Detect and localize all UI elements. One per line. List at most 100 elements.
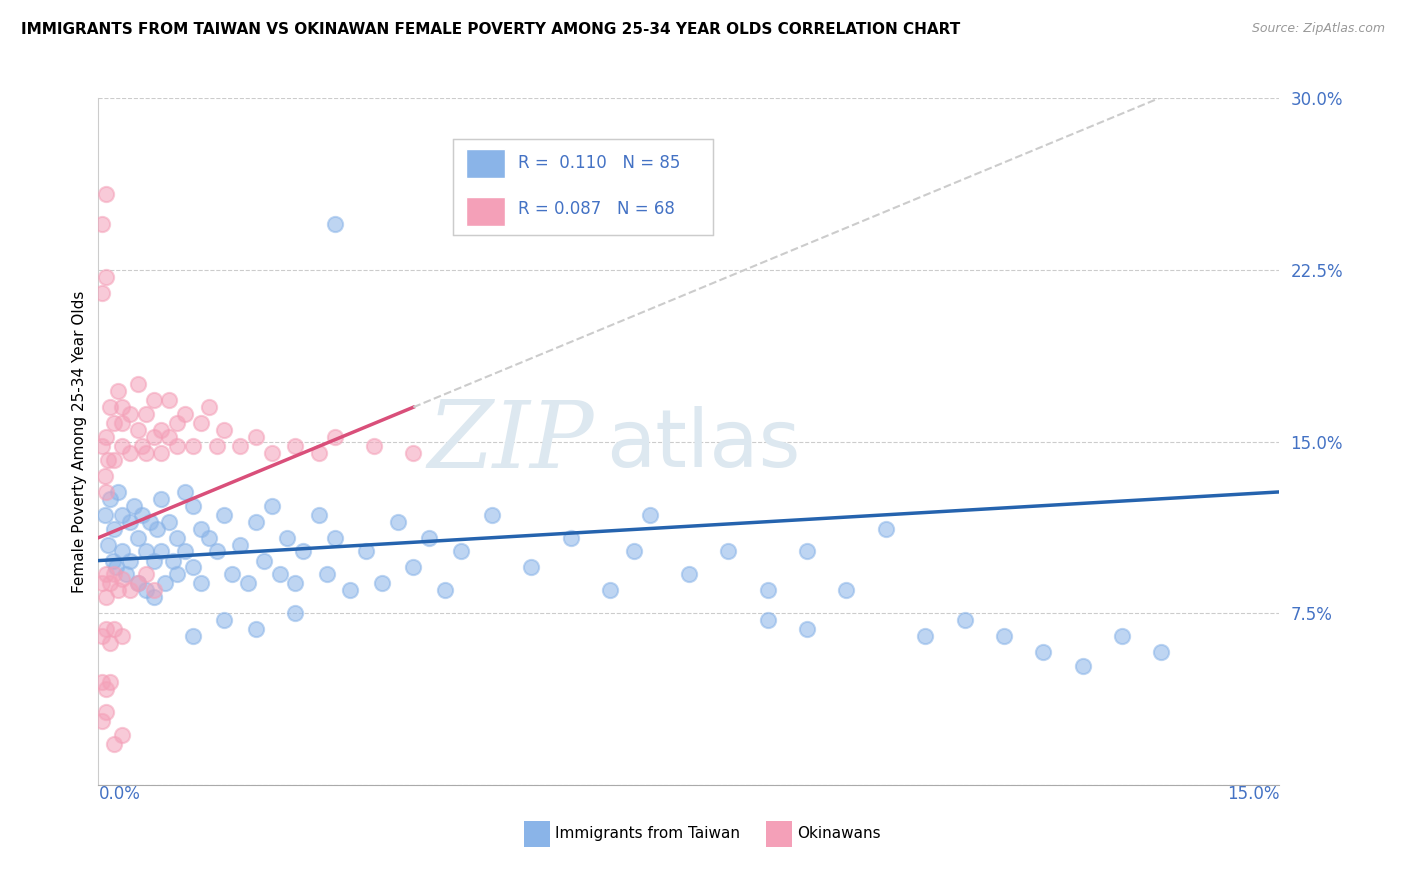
Text: atlas: atlas <box>606 406 800 484</box>
Point <box>181 499 204 513</box>
Point <box>96 430 118 444</box>
Point <box>245 622 267 636</box>
Point <box>104 560 127 574</box>
Point <box>1032 645 1054 659</box>
Point <box>181 560 204 574</box>
Point <box>107 583 129 598</box>
Point <box>107 484 129 499</box>
Point <box>97 453 120 467</box>
Point <box>97 537 120 551</box>
Text: 15.0%: 15.0% <box>1227 785 1279 803</box>
Point <box>875 522 897 536</box>
Point <box>402 560 425 574</box>
Point <box>111 400 134 414</box>
Point <box>103 522 125 536</box>
Point <box>323 430 346 444</box>
Point <box>101 553 124 567</box>
Point <box>308 446 330 460</box>
Point <box>135 583 157 598</box>
Point <box>157 430 180 444</box>
Point <box>96 622 118 636</box>
Point <box>93 508 115 522</box>
Point <box>284 576 307 591</box>
Point <box>91 217 114 231</box>
Point <box>205 544 228 558</box>
Point <box>91 576 114 591</box>
Point <box>142 583 165 598</box>
Point <box>142 591 165 605</box>
Point <box>638 508 661 522</box>
Point <box>118 553 141 567</box>
Point <box>166 567 188 582</box>
Point <box>142 430 165 444</box>
Point <box>205 439 228 453</box>
Point <box>118 583 141 598</box>
Point <box>131 508 153 522</box>
Point <box>127 576 149 591</box>
Text: ZIP: ZIP <box>427 397 595 486</box>
Point <box>166 531 188 545</box>
Point <box>181 439 204 453</box>
Point <box>150 446 173 460</box>
Text: IMMIGRANTS FROM TAIWAN VS OKINAWAN FEMALE POVERTY AMONG 25-34 YEAR OLDS CORRELAT: IMMIGRANTS FROM TAIWAN VS OKINAWAN FEMAL… <box>21 22 960 37</box>
Point <box>135 544 157 558</box>
Point <box>91 675 114 690</box>
Point <box>181 629 204 643</box>
Point <box>236 576 259 591</box>
Bar <box>523 821 550 847</box>
Point <box>450 544 472 558</box>
Point <box>221 567 243 582</box>
Point <box>96 484 118 499</box>
Point <box>796 544 818 558</box>
Point <box>96 681 118 696</box>
Point <box>103 567 125 582</box>
Point <box>96 705 118 719</box>
Point <box>96 269 118 284</box>
Point <box>260 446 283 460</box>
Point <box>756 583 779 598</box>
Point <box>214 508 236 522</box>
Point <box>174 407 197 421</box>
Point <box>111 439 134 453</box>
Y-axis label: Female Poverty Among 25-34 Year Olds: Female Poverty Among 25-34 Year Olds <box>72 291 87 592</box>
Point <box>135 446 157 460</box>
Point <box>118 407 141 421</box>
Point <box>162 553 184 567</box>
Point <box>150 491 173 506</box>
Point <box>135 567 157 582</box>
Point <box>623 544 645 558</box>
Point <box>127 576 149 591</box>
Point <box>190 576 212 591</box>
Point <box>276 531 298 545</box>
Point <box>142 393 165 408</box>
Point <box>315 567 337 582</box>
Point <box>363 439 385 453</box>
Point <box>122 499 145 513</box>
Point <box>93 469 115 483</box>
Point <box>197 400 219 414</box>
Point <box>253 553 276 567</box>
Point <box>560 531 582 545</box>
Point <box>796 622 818 636</box>
Point <box>111 572 134 586</box>
Point <box>835 583 858 598</box>
Point <box>155 576 177 591</box>
Point <box>214 613 236 627</box>
Point <box>174 544 197 558</box>
Point <box>103 622 125 636</box>
Point <box>118 446 141 460</box>
Point <box>118 515 141 529</box>
Point <box>520 560 543 574</box>
Point <box>387 515 409 529</box>
Point <box>103 416 125 430</box>
Point <box>91 439 114 453</box>
Point <box>96 591 118 605</box>
Point <box>323 531 346 545</box>
Point <box>98 576 121 591</box>
Point <box>1071 659 1094 673</box>
Point <box>229 537 252 551</box>
Point <box>339 583 361 598</box>
Point <box>96 567 118 582</box>
Point <box>190 416 212 430</box>
Point <box>229 439 252 453</box>
